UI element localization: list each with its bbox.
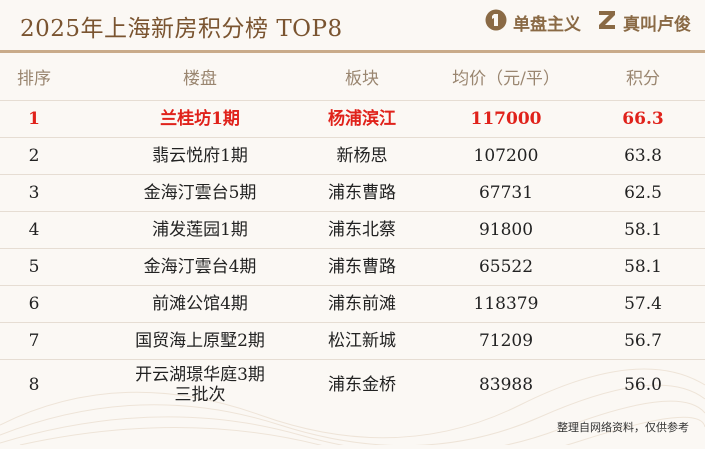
- table-row: 1 兰桂坊1期 杨浦滨江 117000 66.3: [0, 101, 705, 138]
- table-row: 8 开云湖璟华庭3期 三批次 浦东金桥 83988 56.0: [0, 360, 705, 410]
- cell-area: 新杨思: [336, 145, 388, 166]
- cell-price: 107200: [473, 145, 539, 166]
- table-row: 4 浦发莲园1期 浦东北蔡 91800 58.1: [0, 212, 705, 249]
- cell-name-line1: 开云湖璟华庭3期: [135, 364, 265, 385]
- cell-score: 62.5: [624, 182, 662, 203]
- cell-rank: 2: [28, 145, 40, 166]
- cell-area: 松江新城: [328, 330, 396, 351]
- cell-name: 开云湖璟华庭3期 三批次: [100, 360, 300, 410]
- cell-score: 58.1: [624, 256, 662, 277]
- cell-score: 56.7: [624, 330, 662, 351]
- cell-price: 71209: [478, 330, 534, 351]
- cell-score: 63.8: [624, 145, 662, 166]
- cell-area: 浦东曹路: [328, 182, 396, 203]
- table-row: 5 金海汀雲台4期 浦东曹路 65522 58.1: [0, 249, 705, 286]
- cell-rank: 3: [28, 182, 40, 203]
- cell-score: 58.1: [624, 219, 662, 240]
- cell-price: 118379: [473, 293, 539, 314]
- header-name: 楼盘: [183, 68, 217, 89]
- cell-name-line2: 三批次: [174, 385, 226, 405]
- header-divider: [0, 50, 705, 53]
- cell-name: 前滩公馆4期: [152, 293, 248, 314]
- cell-name: 兰桂坊1期: [160, 108, 240, 129]
- cell-name: 翡云悦府1期: [152, 145, 248, 166]
- cell-rank: 8: [28, 374, 40, 395]
- cell-score: 56.0: [624, 374, 662, 395]
- cell-price: 67731: [478, 182, 534, 203]
- cell-area: 浦东前滩: [328, 293, 396, 314]
- cell-score: 57.4: [624, 293, 662, 314]
- brand-danpan: 单盘主义: [485, 9, 581, 35]
- brand-zhenjiao: 真叫卢俊: [597, 9, 691, 35]
- cell-area: 浦东曹路: [328, 256, 396, 277]
- z-logo-icon: [597, 9, 617, 35]
- one-icon: [485, 9, 507, 35]
- cell-price: 91800: [478, 219, 534, 240]
- brand-logos: 单盘主义 真叫卢俊: [485, 9, 691, 35]
- cell-area: 杨浦滨江: [328, 108, 396, 129]
- header-price: 均价（元/平）: [452, 68, 560, 89]
- cell-rank: 5: [28, 256, 40, 277]
- header-score: 积分: [626, 68, 660, 89]
- table-header-row: 排序 楼盘 板块 均价（元/平） 积分: [0, 58, 705, 101]
- brand-name: 真叫卢俊: [623, 14, 691, 35]
- table-row: 6 前滩公馆4期 浦东前滩 118379 57.4: [0, 286, 705, 323]
- brand-name: 单盘主义: [513, 14, 581, 35]
- cell-area: 浦东北蔡: [328, 219, 396, 240]
- cell-name: 国贸海上原墅2期: [135, 330, 265, 351]
- cell-rank: 7: [28, 330, 40, 351]
- header: 2025年上海新房积分榜 TOP8 单盘主义 真叫卢俊: [0, 0, 705, 48]
- page-title: 2025年上海新房积分榜 TOP8: [20, 16, 343, 42]
- cell-score: 66.3: [622, 108, 664, 129]
- ranking-table: 排序 楼盘 板块 均价（元/平） 积分 1 兰桂坊1期 杨浦滨江 117000 …: [0, 58, 705, 410]
- cell-price: 65522: [478, 256, 534, 277]
- cell-rank: 4: [28, 219, 40, 240]
- cell-name: 浦发莲园1期: [152, 219, 248, 240]
- cell-rank: 6: [28, 293, 40, 314]
- table-row: 3 金海汀雲台5期 浦东曹路 67731 62.5: [0, 175, 705, 212]
- cell-rank: 1: [28, 108, 40, 129]
- cell-name: 金海汀雲台4期: [143, 256, 257, 277]
- cell-price: 117000: [470, 108, 542, 129]
- table-row: 2 翡云悦府1期 新杨思 107200 63.8: [0, 138, 705, 175]
- header-rank: 排序: [17, 68, 51, 89]
- cell-area: 浦东金桥: [328, 374, 396, 395]
- cell-price: 83988: [478, 374, 534, 395]
- header-area: 板块: [345, 68, 379, 89]
- footnote: 整理自网络资料，仅供参考: [557, 421, 689, 434]
- table-row: 7 国贸海上原墅2期 松江新城 71209 56.7: [0, 323, 705, 360]
- cell-name: 金海汀雲台5期: [143, 182, 257, 203]
